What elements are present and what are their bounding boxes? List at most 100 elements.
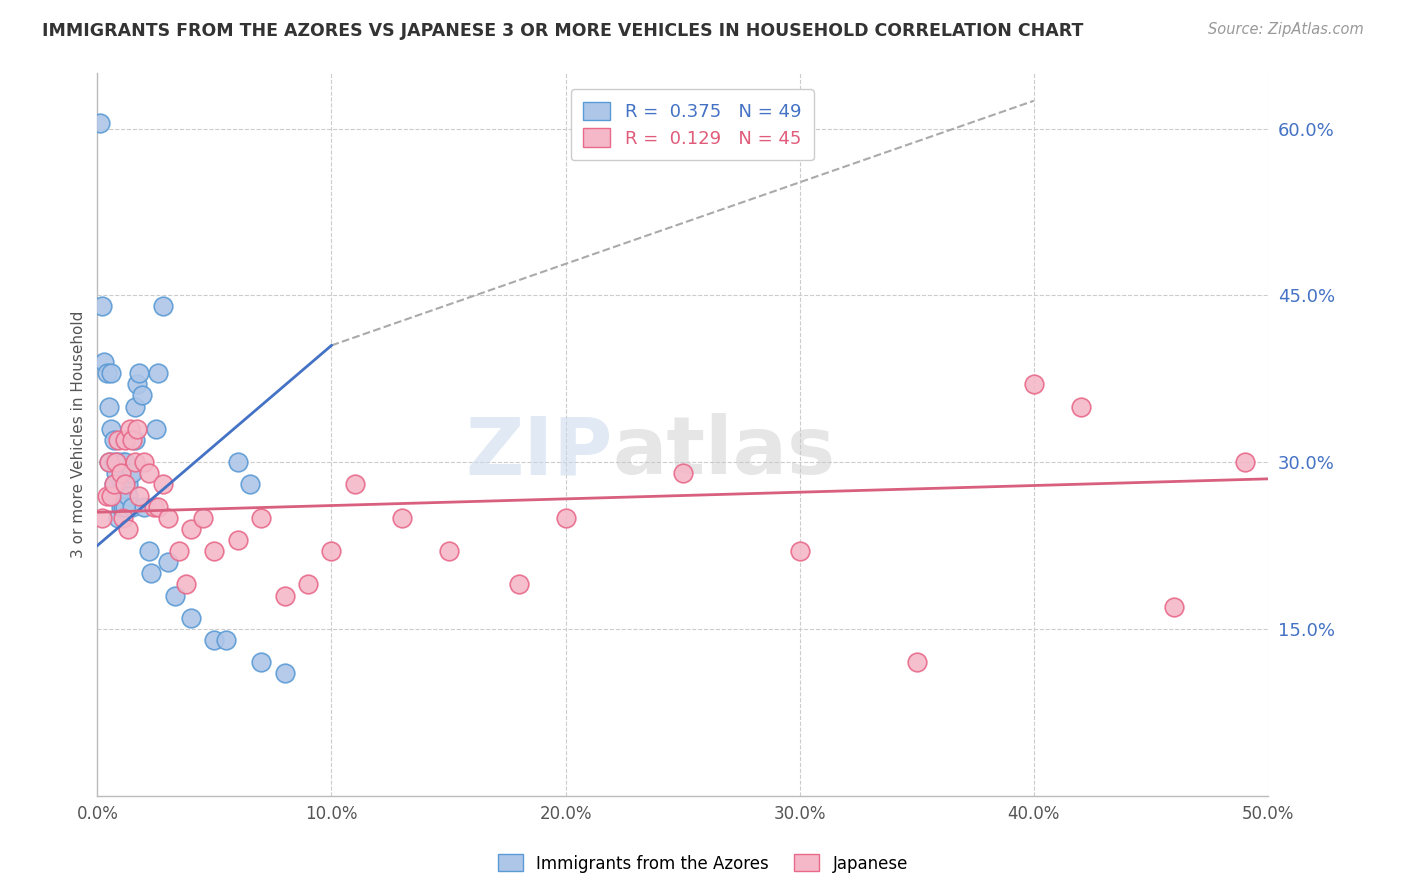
Y-axis label: 3 or more Vehicles in Household: 3 or more Vehicles in Household [72, 310, 86, 558]
Point [105, 489, 128, 503]
Point [100, 489, 122, 503]
Point [98, 455, 121, 469]
Point [93, 355, 115, 369]
Point [105, 455, 128, 469]
Point [128, 366, 150, 380]
Point [112, 455, 135, 469]
Point [148, 366, 170, 380]
Point [124, 400, 146, 414]
Point [127, 422, 149, 436]
Point [114, 455, 136, 469]
Point [508, 577, 530, 591]
Text: ZIP: ZIP [465, 413, 613, 491]
Point [215, 633, 238, 648]
Point [273, 666, 295, 681]
Point [238, 477, 260, 491]
Point [117, 522, 139, 536]
Point [163, 589, 186, 603]
Point [226, 533, 249, 547]
Point [905, 656, 928, 670]
Point [112, 477, 135, 491]
Point [176, 577, 198, 591]
Point [117, 489, 139, 503]
Point [107, 433, 129, 447]
Legend: Immigrants from the Azores, Japanese: Immigrants from the Azores, Japanese [492, 847, 914, 880]
Point [103, 477, 125, 491]
Point [672, 467, 695, 481]
Point [121, 433, 143, 447]
Point [156, 555, 179, 569]
Point [321, 544, 343, 558]
Point [112, 510, 135, 524]
Point [120, 467, 142, 481]
Point [180, 611, 202, 625]
Point [96, 366, 118, 380]
Point [91, 510, 114, 524]
Point [114, 433, 136, 447]
Point [273, 589, 295, 603]
Point [297, 577, 319, 591]
Point [107, 455, 129, 469]
Point [100, 422, 122, 436]
Point [250, 656, 273, 670]
Point [96, 489, 118, 503]
Point [152, 300, 174, 314]
Point [103, 477, 125, 491]
Point [131, 388, 153, 402]
Point [138, 544, 160, 558]
Point [145, 422, 167, 436]
Point [202, 544, 225, 558]
Point [789, 544, 811, 558]
Point [554, 510, 576, 524]
Point [1070, 400, 1092, 414]
Point [180, 522, 202, 536]
Point [169, 544, 191, 558]
Point [142, 500, 165, 514]
Point [138, 467, 160, 481]
Point [110, 500, 132, 514]
Point [1233, 455, 1256, 469]
Point [191, 510, 214, 524]
Point [343, 477, 366, 491]
Point [1163, 599, 1185, 614]
Point [105, 467, 128, 481]
Point [437, 544, 460, 558]
Point [98, 455, 121, 469]
Point [107, 510, 129, 524]
Point [114, 477, 136, 491]
Legend: R =  0.375   N = 49, R =  0.129   N = 45: R = 0.375 N = 49, R = 0.129 N = 45 [571, 89, 814, 161]
Point [114, 477, 136, 491]
Point [141, 566, 163, 581]
Point [98, 400, 121, 414]
Point [121, 500, 143, 514]
Point [112, 500, 135, 514]
Text: IMMIGRANTS FROM THE AZORES VS JAPANESE 3 OR MORE VEHICLES IN HOUSEHOLD CORRELATI: IMMIGRANTS FROM THE AZORES VS JAPANESE 3… [42, 22, 1084, 40]
Point [152, 477, 174, 491]
Point [202, 633, 225, 648]
Point [121, 467, 143, 481]
Point [391, 510, 413, 524]
Point [127, 377, 149, 392]
Point [114, 500, 136, 514]
Point [134, 455, 156, 469]
Point [120, 422, 142, 436]
Point [134, 500, 156, 514]
Point [226, 455, 249, 469]
Point [110, 477, 132, 491]
Point [100, 366, 122, 380]
Point [103, 433, 125, 447]
Point [103, 455, 125, 469]
Point [148, 500, 170, 514]
Point [128, 489, 150, 503]
Point [156, 510, 179, 524]
Text: atlas: atlas [613, 413, 835, 491]
Point [89, 116, 111, 130]
Point [250, 510, 273, 524]
Point [124, 455, 146, 469]
Point [91, 300, 114, 314]
Point [124, 433, 146, 447]
Point [110, 467, 132, 481]
Point [1022, 377, 1045, 392]
Point [117, 477, 139, 491]
Text: Source: ZipAtlas.com: Source: ZipAtlas.com [1208, 22, 1364, 37]
